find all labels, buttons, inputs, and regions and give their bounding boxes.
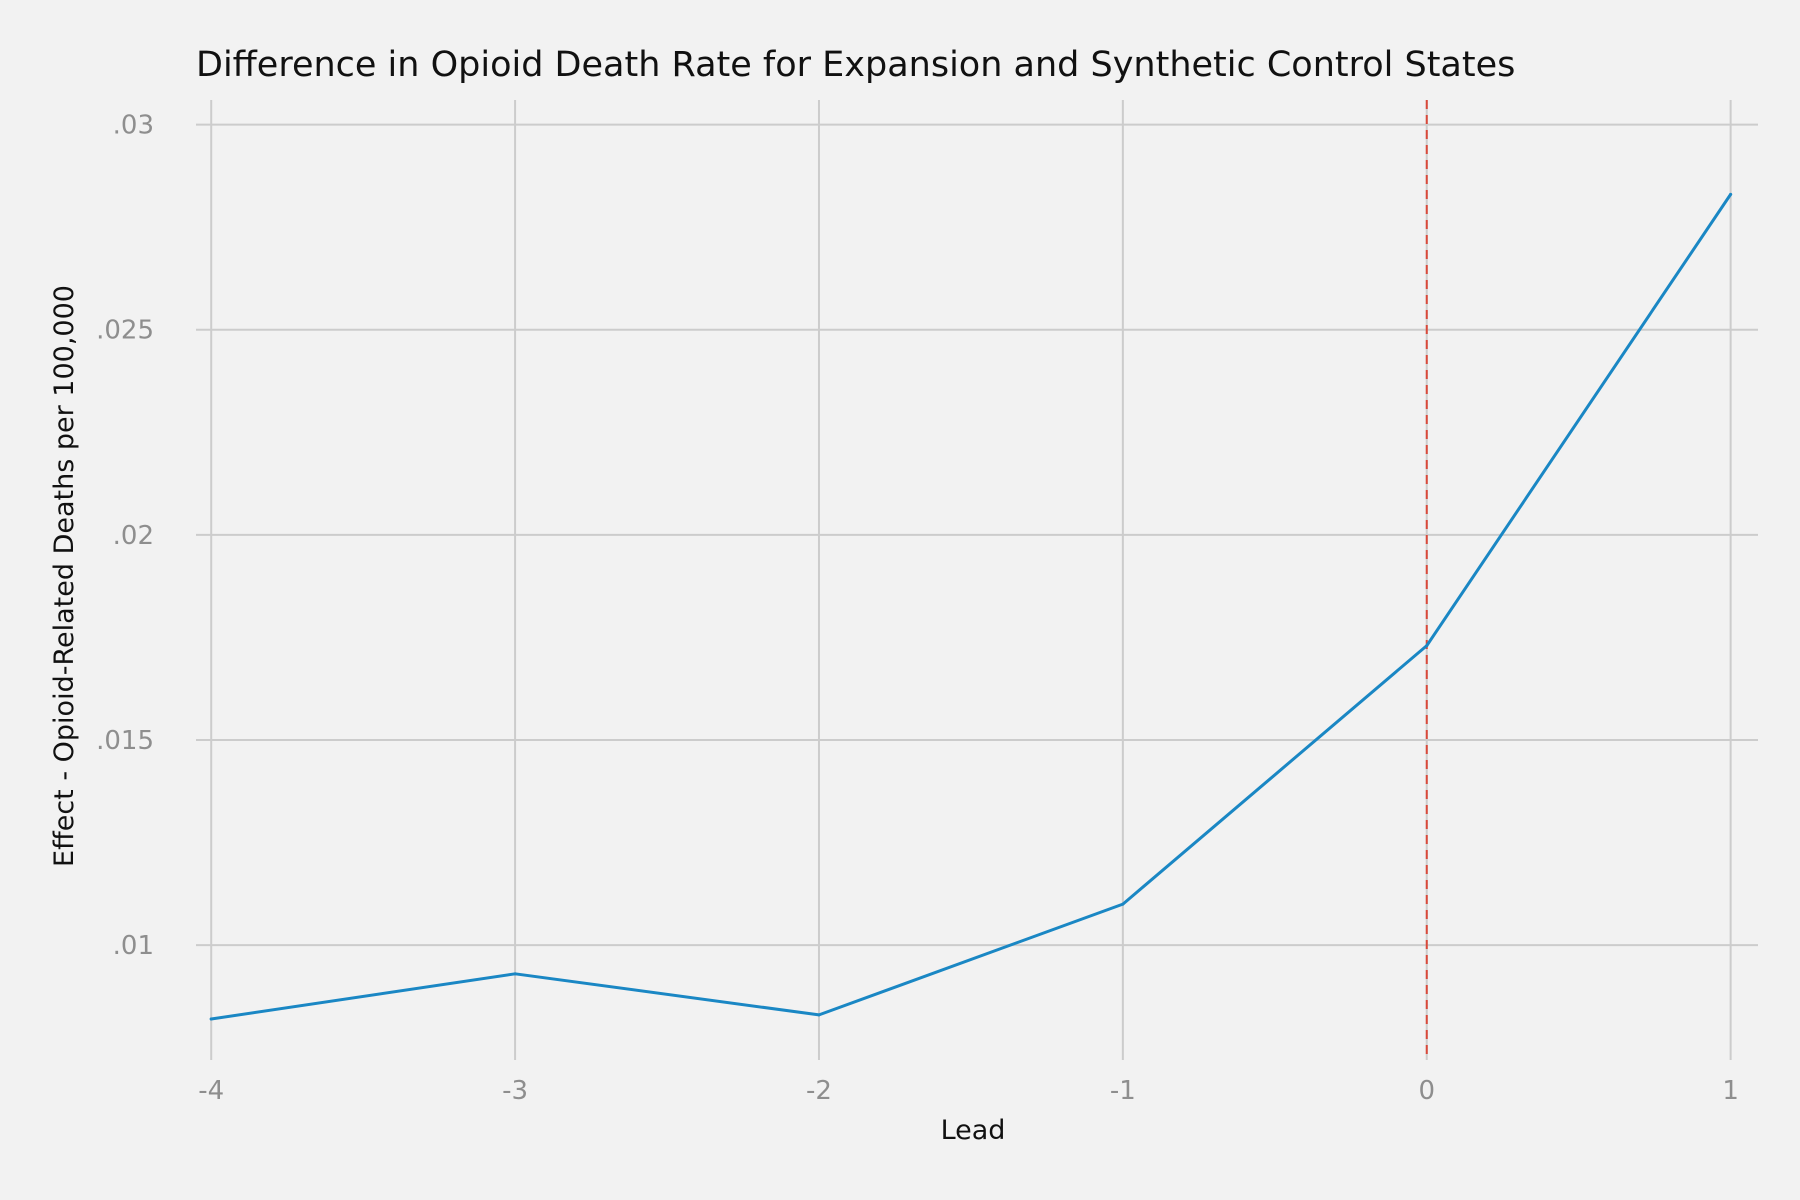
x-tick-label: -3 [502, 1076, 528, 1106]
y-axis-label: Effect - Opioid-Related Deaths per 100,0… [49, 285, 80, 867]
y-tick-label: .02 [113, 521, 154, 551]
x-gridlines [210, 100, 1732, 1060]
x-tick-label: -1 [1110, 1076, 1136, 1106]
y-tick-label: .03 [113, 111, 154, 141]
y-gridlines [196, 123, 1758, 947]
data-point [1729, 192, 1733, 196]
y-tick-label: .025 [96, 316, 154, 346]
chart-title: Difference in Opioid Death Rate for Expa… [196, 45, 1515, 85]
x-axis-label: Lead [941, 1115, 1006, 1146]
data-point [1425, 644, 1429, 648]
data-point [817, 1013, 821, 1017]
x-tick-label: 1 [1722, 1076, 1739, 1106]
series-layer [209, 192, 1733, 1021]
x-tick-label: -2 [806, 1076, 832, 1106]
y-tick-label: .015 [96, 726, 154, 756]
data-point [209, 1017, 213, 1021]
x-tick-label: 0 [1418, 1076, 1435, 1106]
series-line [209, 192, 1733, 1021]
x-tick-labels: -4 -3 -2 -1 0 1 [198, 1076, 1739, 1106]
y-tick-label: .01 [113, 931, 154, 961]
data-point [1121, 902, 1125, 906]
x-tick-label: -4 [198, 1076, 224, 1106]
y-tick-labels: .01 .015 .02 .025 .03 [96, 111, 154, 962]
data-point [513, 972, 517, 976]
